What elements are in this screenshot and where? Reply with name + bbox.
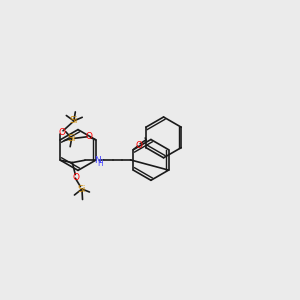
Text: H: H: [98, 159, 103, 168]
Text: Si: Si: [68, 134, 76, 143]
Text: O: O: [72, 173, 80, 182]
Text: O: O: [135, 141, 142, 150]
Text: Si: Si: [70, 116, 78, 125]
Text: N: N: [94, 156, 101, 165]
Text: O: O: [58, 128, 65, 137]
Text: Si: Si: [78, 184, 86, 194]
Text: O: O: [85, 132, 93, 141]
